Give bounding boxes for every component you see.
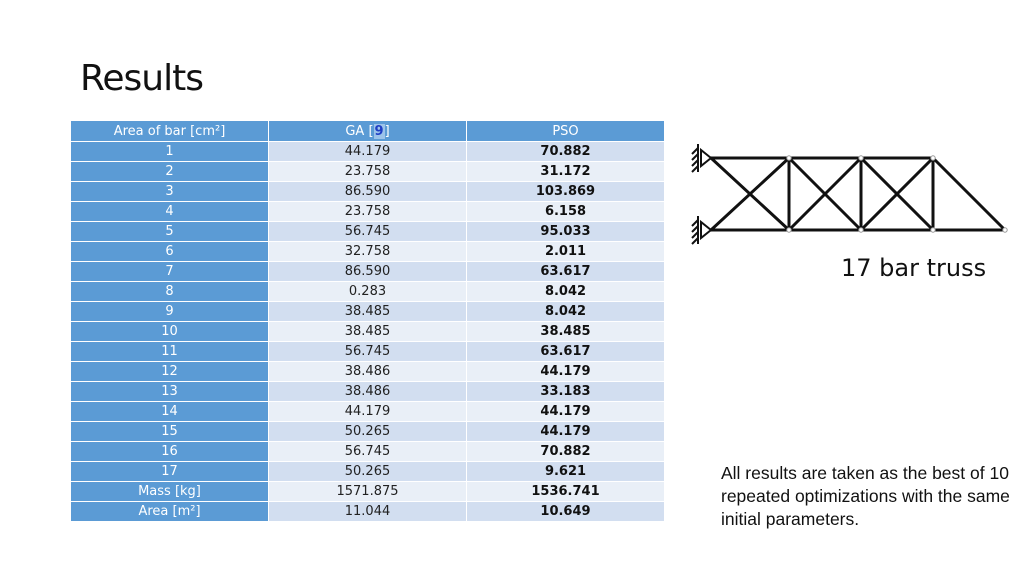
truss-diagonal-2	[709, 156, 791, 232]
slide-title: Results	[80, 58, 204, 99]
ga-value: 0.283	[268, 281, 467, 302]
row-label: 5	[70, 221, 269, 242]
ga-value: 38.485	[268, 301, 467, 322]
table-row: 11 56.745 63.617	[70, 341, 665, 362]
table-row: 6 32.758 2.011	[70, 241, 665, 262]
ga-value: 56.745	[268, 221, 467, 242]
table-header-row: Area of bar [cm²] GA [9] PSO	[70, 120, 665, 142]
table-row: 9 38.485 8.042	[70, 301, 665, 322]
ga-value: 23.758	[268, 201, 467, 222]
ga-value: 38.485	[268, 321, 467, 342]
pso-value: 63.617	[466, 341, 665, 362]
table-row: 14 44.179 44.179	[70, 401, 665, 422]
row-label: 4	[70, 201, 269, 222]
table-row: 17 50.265 9.621	[70, 461, 665, 482]
row-label: 16	[70, 441, 269, 462]
pso-value: 44.179	[466, 421, 665, 442]
truss-diagonal-7	[931, 156, 1007, 232]
header-pso: PSO	[466, 120, 665, 142]
row-label: 3	[70, 181, 269, 202]
truss-caption: 17 bar truss	[841, 254, 987, 282]
table-row: 8 0.283 8.042	[70, 281, 665, 302]
table-row: 15 50.265 44.179	[70, 421, 665, 442]
header-ga: GA [9]	[268, 120, 467, 142]
header-area-of-bar: Area of bar [cm²]	[70, 120, 269, 142]
table-row: 3 86.590 103.869	[70, 181, 665, 202]
table-row: 4 23.758 6.158	[70, 201, 665, 222]
row-label: Area [m²]	[70, 501, 269, 522]
pso-value: 63.617	[466, 261, 665, 282]
ga-value: 38.486	[268, 361, 467, 382]
table-row: 13 38.486 33.183	[70, 381, 665, 402]
row-label: 6	[70, 241, 269, 262]
ga-value: 38.486	[268, 381, 467, 402]
pso-value: 10.649	[466, 501, 665, 522]
table-row: 12 38.486 44.179	[70, 361, 665, 382]
results-table: Area of bar [cm²] GA [9] PSO 1 44.179 70.8…	[70, 120, 665, 522]
header-ga-prefix: GA [	[345, 123, 374, 139]
table-row: Area [m²] 11.044 10.649	[70, 501, 665, 522]
ga-value: 86.590	[268, 261, 467, 282]
table-row: 16 56.745 70.882	[70, 441, 665, 462]
table-row: 1 44.179 70.882	[70, 141, 665, 162]
header-ga-suffix: ]	[384, 123, 390, 139]
row-label: 10	[70, 321, 269, 342]
ga-value: 11.044	[268, 501, 467, 522]
table-row: 7 86.590 63.617	[70, 261, 665, 282]
pso-value: 8.042	[466, 281, 665, 302]
pso-value: 38.485	[466, 321, 665, 342]
row-label: 14	[70, 401, 269, 422]
row-label: 12	[70, 361, 269, 382]
ga-value: 44.179	[268, 141, 467, 162]
pso-value: 95.033	[466, 221, 665, 242]
row-label: 9	[70, 301, 269, 322]
row-label: 8	[70, 281, 269, 302]
pso-value: 44.179	[466, 361, 665, 382]
table-row: 2 23.758 31.172	[70, 161, 665, 182]
row-label: 7	[70, 261, 269, 282]
ga-value: 56.745	[268, 441, 467, 462]
table-row: 10 38.485 38.485	[70, 321, 665, 342]
pso-value: 31.172	[466, 161, 665, 182]
row-label: 11	[70, 341, 269, 362]
table-row: Mass [kg] 1571.875 1536.741	[70, 481, 665, 502]
pso-value: 70.882	[466, 141, 665, 162]
truss-diagonal-4	[787, 156, 863, 232]
pso-value: 70.882	[466, 441, 665, 462]
ga-value: 32.758	[268, 241, 467, 262]
row-label: 13	[70, 381, 269, 402]
row-label: 1	[70, 141, 269, 162]
pso-value: 1536.741	[466, 481, 665, 502]
ga-value: 1571.875	[268, 481, 467, 502]
pso-value: 33.183	[466, 381, 665, 402]
ga-value: 56.745	[268, 341, 467, 362]
table-body: 1 44.179 70.882 2 23.758 31.172 3 86.590 103.869…	[70, 141, 665, 522]
pso-value: 8.042	[466, 301, 665, 322]
pso-value: 9.621	[466, 461, 665, 482]
row-label: Mass [kg]	[70, 481, 269, 502]
truss-diagram	[691, 144, 1008, 245]
pso-value: 103.869	[466, 181, 665, 202]
ga-value: 50.265	[268, 421, 467, 442]
table-row: 5 56.745 95.033	[70, 221, 665, 242]
results-note: All results are taken as the best of 10 …	[721, 463, 1010, 529]
pin-support-icon	[691, 144, 713, 173]
citation-link[interactable]: 9	[373, 123, 385, 139]
row-label: 17	[70, 461, 269, 482]
pso-value: 2.011	[466, 241, 665, 262]
pin-support-icon	[691, 216, 713, 245]
row-label: 2	[70, 161, 269, 182]
row-label: 15	[70, 421, 269, 442]
ga-value: 44.179	[268, 401, 467, 422]
truss-joints	[786, 155, 1008, 233]
ga-value: 23.758	[268, 161, 467, 182]
pso-value: 6.158	[466, 201, 665, 222]
ga-value: 86.590	[268, 181, 467, 202]
ga-value: 50.265	[268, 461, 467, 482]
pso-value: 44.179	[466, 401, 665, 422]
truss-diagonal-6	[859, 156, 935, 232]
